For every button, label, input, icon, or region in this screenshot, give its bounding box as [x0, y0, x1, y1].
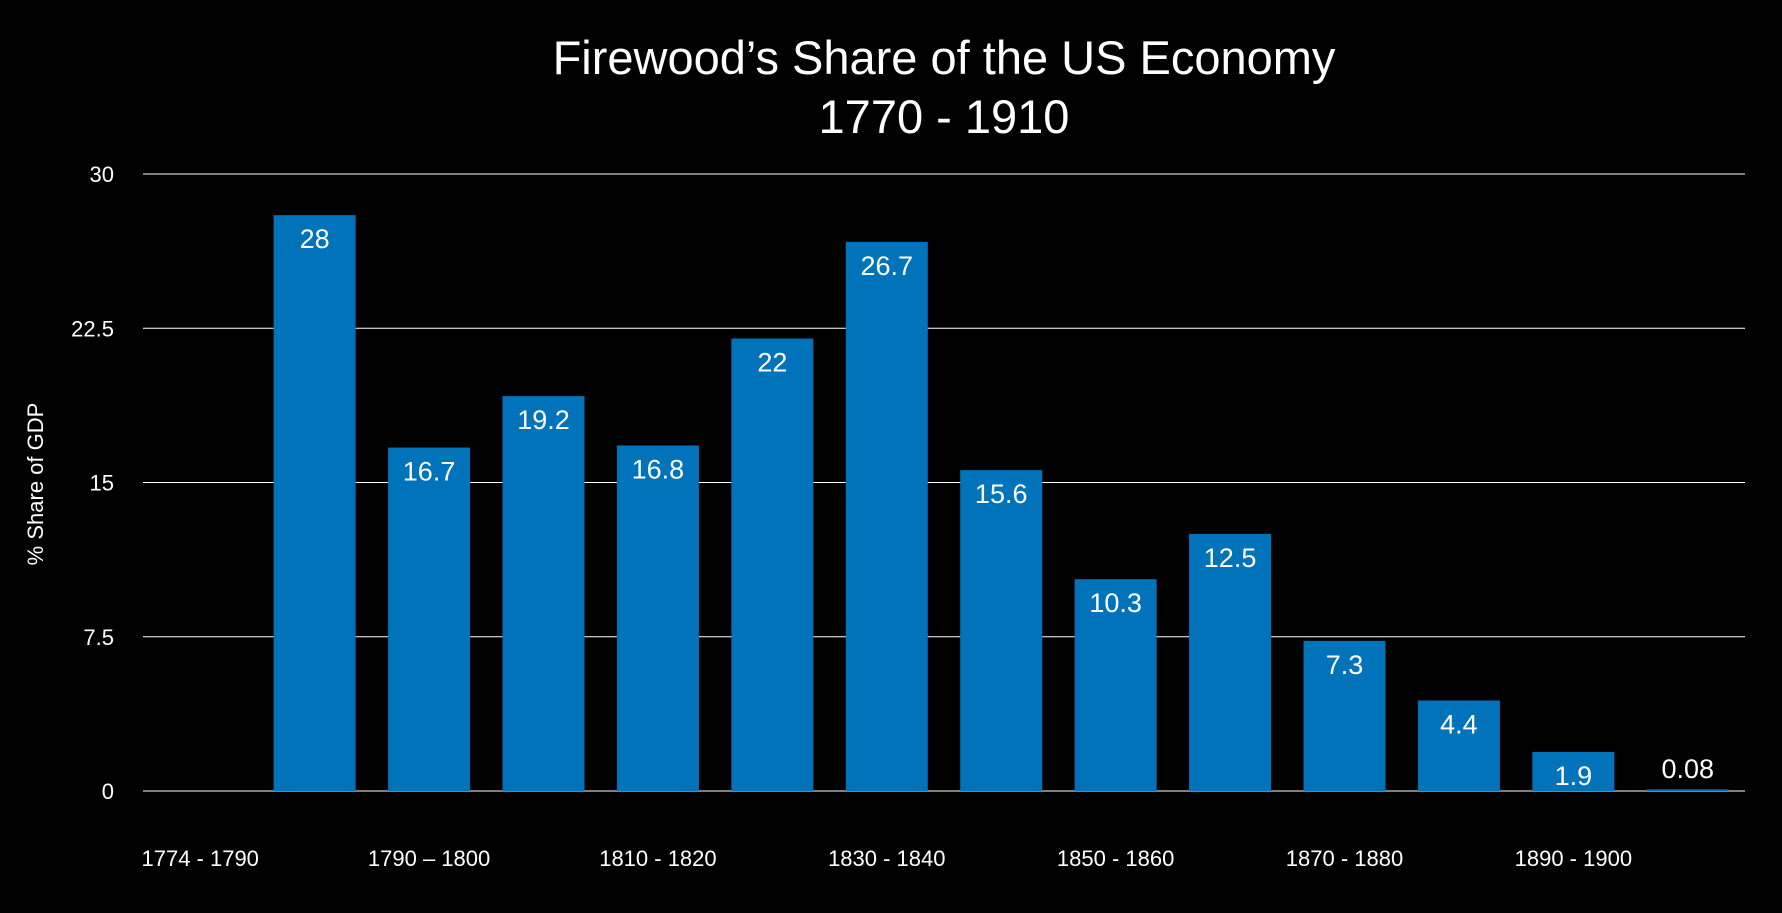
chart-title: Firewood’s Share of the US Economy — [553, 31, 1336, 84]
bar — [1303, 640, 1386, 791]
y-axis-label: % Share of GDP — [23, 403, 48, 566]
bar-value-label: 19.2 — [517, 405, 570, 435]
bar — [1532, 751, 1615, 791]
bar — [1074, 579, 1157, 791]
bar — [388, 447, 471, 791]
bar-value-label: 1.9 — [1555, 761, 1593, 791]
chart-subtitle: 1770 - 1910 — [819, 90, 1070, 143]
x-tick-label: 1790 – 1800 — [368, 846, 490, 871]
y-tick-label: 30 — [90, 162, 114, 187]
value-labels: 28 16.7 19.2 16.8 22 26.7 15.6 10.3 12.5 7.3 4.4 1.… — [300, 224, 1714, 791]
bar-value-label: 7.3 — [1326, 650, 1364, 680]
x-tick-label: 1774 - 1790 — [141, 846, 258, 871]
x-tick-label: 1890 - 1900 — [1515, 846, 1632, 871]
gridlines — [143, 173, 1745, 792]
bar — [731, 338, 814, 791]
x-tick-label: 1850 - 1860 — [1057, 846, 1174, 871]
bars — [273, 215, 1729, 792]
bar — [502, 396, 585, 791]
bar-value-label: 28 — [300, 224, 330, 254]
bar — [273, 215, 356, 792]
bar — [616, 445, 699, 791]
bar-value-label: 26.7 — [861, 251, 914, 281]
y-axis-ticks: 0 7.5 15 22.5 30 — [71, 162, 114, 804]
x-tick-label: 1810 - 1820 — [599, 846, 716, 871]
bar — [845, 241, 928, 791]
bar-value-label: 12.5 — [1204, 543, 1257, 573]
bar — [1189, 533, 1272, 791]
y-tick-label: 0 — [102, 779, 114, 804]
bar — [1417, 700, 1500, 791]
bar-value-label: 15.6 — [975, 479, 1028, 509]
x-tick-label: 1870 - 1880 — [1286, 846, 1403, 871]
x-tick-label: 1830 - 1840 — [828, 846, 945, 871]
bar — [960, 470, 1043, 791]
y-tick-label: 22.5 — [71, 316, 114, 341]
bar-value-label: 16.7 — [403, 457, 456, 487]
bar — [1646, 789, 1729, 791]
y-tick-label: 7.5 — [83, 625, 114, 650]
bar-value-label: 0.08 — [1662, 754, 1715, 784]
bar-value-label: 10.3 — [1089, 588, 1142, 618]
y-tick-label: 15 — [90, 471, 114, 496]
bar-value-label: 4.4 — [1440, 710, 1478, 740]
bar-value-label: 22 — [757, 348, 787, 378]
bar-value-label: 16.8 — [632, 454, 685, 484]
x-axis-ticks: 1774 - 1790 1790 – 1800 1810 - 1820 1830 - … — [141, 846, 1632, 871]
